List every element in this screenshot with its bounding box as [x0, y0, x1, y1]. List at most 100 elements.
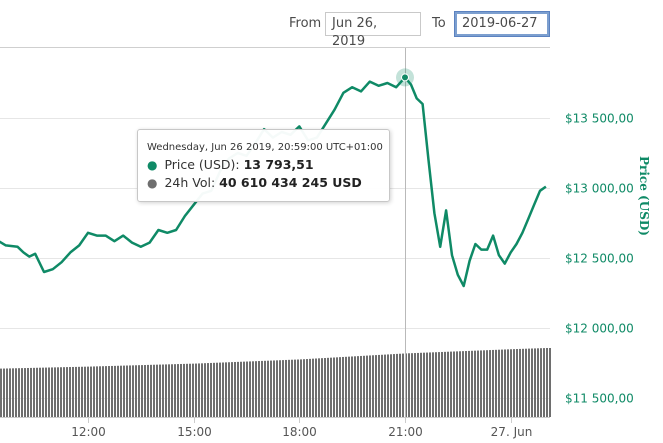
- volume-bar: [354, 356, 356, 417]
- volume-bar: [150, 364, 152, 417]
- volume-bar: [435, 352, 437, 417]
- volume-bar: [528, 348, 530, 417]
- volume-bar: [393, 354, 395, 417]
- volume-bar: [513, 349, 515, 417]
- tooltip-date: Wednesday, Jun 26 2019, 20:59:00 UTC+01:…: [147, 142, 383, 153]
- volume-bar: [174, 364, 176, 417]
- volume-bar: [489, 350, 491, 417]
- volume-bar: [183, 363, 185, 417]
- volume-bar: [246, 361, 248, 417]
- volume-bar: [45, 367, 47, 417]
- volume-bar: [3, 368, 5, 417]
- x-tick-label: 12:00: [71, 425, 106, 439]
- volume-bar: [213, 362, 215, 417]
- volume-bar: [42, 367, 44, 417]
- volume-bar: [225, 362, 227, 417]
- volume-bar: [348, 356, 350, 417]
- to-date-input[interactable]: 2019-06-27: [454, 11, 550, 37]
- volume-bar: [384, 354, 386, 417]
- volume-bar: [147, 364, 149, 417]
- y-tick-label: $13 500,00: [565, 112, 634, 126]
- volume-bar: [177, 364, 179, 417]
- volume-bar: [510, 349, 512, 417]
- hover-point[interactable]: [401, 73, 409, 82]
- volume-bar: [198, 363, 200, 417]
- volume-bar: [303, 359, 305, 417]
- volume-bar: [108, 366, 110, 417]
- volume-bar: [237, 361, 239, 417]
- volume-bar: [279, 360, 281, 417]
- volume-bar: [453, 351, 455, 417]
- volume-bar: [222, 362, 224, 417]
- volume-bar: [138, 365, 140, 417]
- volume-bar: [195, 363, 197, 417]
- volume-bar: [36, 367, 38, 417]
- volume-bar: [459, 351, 461, 417]
- volume-bar: [495, 349, 497, 417]
- volume-bar: [399, 353, 401, 417]
- volume-bar: [21, 368, 23, 417]
- volume-bar: [546, 348, 548, 417]
- volume-bar: [69, 367, 71, 417]
- volume-bar: [27, 367, 29, 417]
- volume-bar: [228, 362, 230, 417]
- date-range-bar: From Jun 26, 2019 To 2019-06-27: [0, 0, 663, 49]
- volume-series-dot-icon: ●: [147, 176, 158, 190]
- volume-bar: [132, 365, 134, 417]
- volume-bar: [414, 353, 416, 417]
- price-series-line[interactable]: [0, 76, 547, 288]
- volume-bar: [471, 350, 473, 417]
- volume-bar: [114, 365, 116, 417]
- volume-bar: [498, 349, 500, 417]
- volume-bar: [327, 357, 329, 417]
- volume-bar: [507, 349, 509, 417]
- volume-bar: [492, 349, 494, 417]
- volume-bar: [363, 355, 365, 417]
- volume-bar: [285, 359, 287, 417]
- volume-bar: [432, 352, 434, 417]
- volume-bar: [477, 350, 479, 417]
- volume-bar: [159, 364, 161, 417]
- volume-bar: [378, 354, 380, 417]
- volume-bar: [57, 367, 59, 417]
- x-tick-label: 18:00: [282, 425, 317, 439]
- volume-bar: [387, 354, 389, 417]
- volume-bar: [6, 368, 8, 417]
- volume-bar: [0, 368, 2, 417]
- volume-bar: [201, 363, 203, 417]
- volume-bar: [249, 361, 251, 417]
- volume-bar: [252, 361, 254, 417]
- volume-bar: [369, 355, 371, 417]
- volume-bar: [171, 364, 173, 417]
- volume-bar: [300, 359, 302, 417]
- volume-bar: [153, 364, 155, 417]
- x-tick-label: 27. Jun: [491, 425, 533, 439]
- volume-bar: [360, 355, 362, 417]
- volume-bar: [270, 360, 272, 417]
- tooltip-volume-row: ● 24h Vol: 40 610 434 245 USD: [147, 175, 362, 190]
- volume-bar: [339, 357, 341, 417]
- volume-bar: [294, 359, 296, 417]
- volume-bar: [144, 365, 146, 417]
- volume-bar: [522, 348, 524, 417]
- volume-bar: [135, 365, 137, 417]
- y-tick-label: $11 500,00: [565, 392, 634, 406]
- volume-bar: [12, 368, 14, 417]
- volume-bar: [486, 350, 488, 417]
- volume-bar: [282, 360, 284, 417]
- tooltip-price-value: 13 793,51: [243, 157, 314, 172]
- volume-bar: [48, 367, 50, 417]
- volume-bar: [141, 365, 143, 417]
- volume-bar: [402, 353, 404, 417]
- volume-bar: [87, 366, 89, 417]
- tooltip-volume-value: 40 610 434 245 USD: [219, 175, 362, 190]
- volume-bar: [465, 351, 467, 417]
- volume-bar: [543, 348, 545, 417]
- x-tick-label: 15:00: [177, 425, 212, 439]
- volume-bar: [375, 355, 377, 417]
- volume-bar: [390, 354, 392, 417]
- volume-bar: [306, 359, 308, 417]
- from-date-input[interactable]: Jun 26, 2019: [325, 12, 421, 49]
- volume-bar: [111, 365, 113, 417]
